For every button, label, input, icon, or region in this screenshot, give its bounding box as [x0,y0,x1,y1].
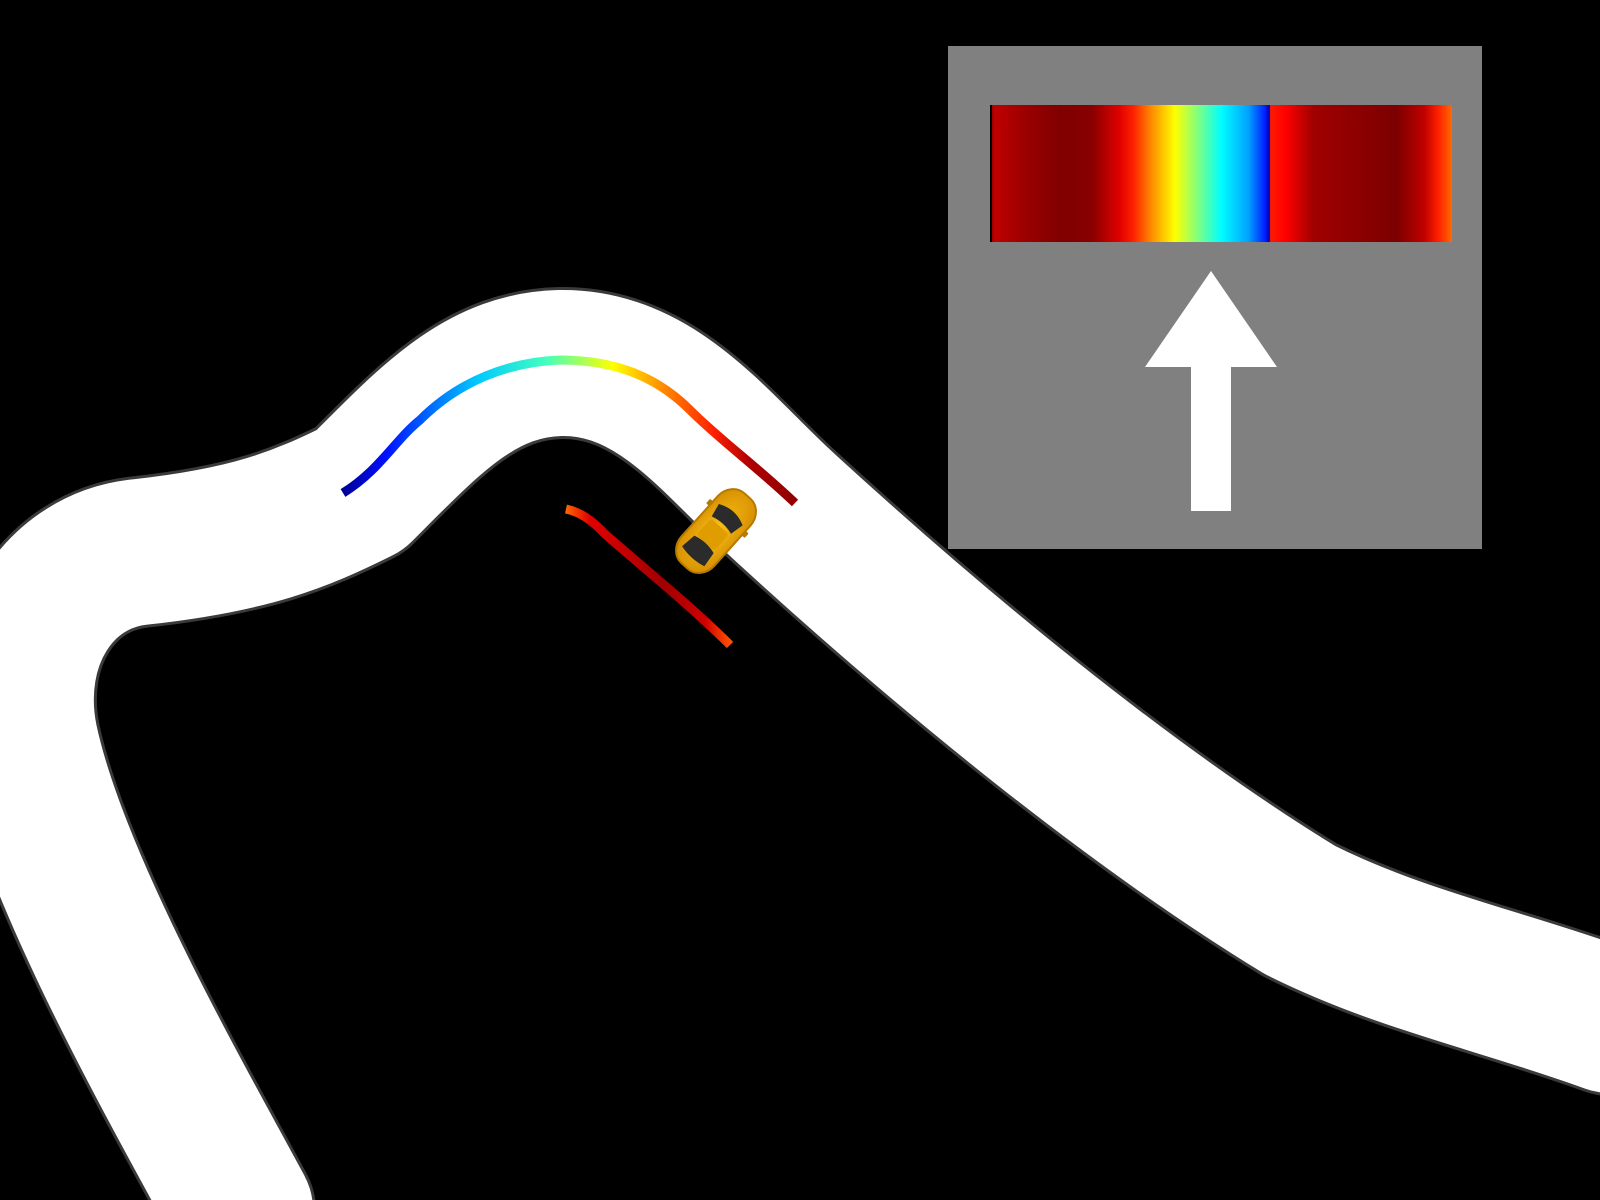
sensor-reading-bar [990,105,1452,242]
car-icon [675,488,757,574]
sensor-trail-outer [340,355,799,507]
sensor-panel [948,46,1482,549]
sensor-trail-inner [564,504,734,649]
arrow-up-icon [1145,271,1277,511]
track-surface [0,290,1600,1200]
